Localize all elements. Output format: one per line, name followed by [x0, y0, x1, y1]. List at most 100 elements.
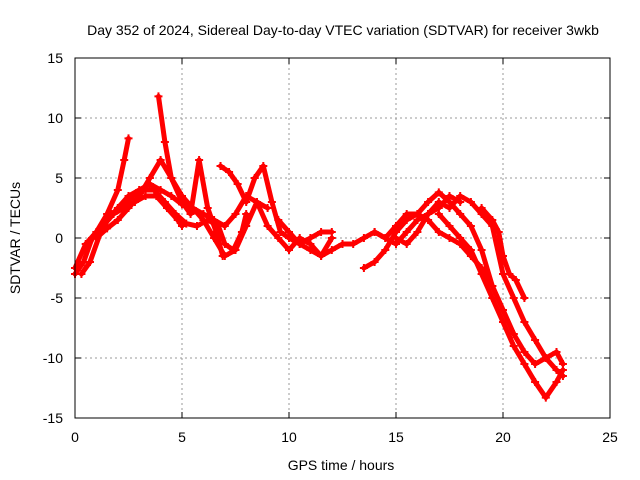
data-point	[267, 198, 276, 206]
x-axis-label: GPS time / hours	[288, 457, 395, 473]
data-point	[381, 246, 390, 254]
data-point	[203, 204, 212, 212]
data-point	[242, 222, 251, 230]
data-point	[424, 210, 433, 218]
data-point	[552, 378, 561, 386]
data-point	[120, 156, 129, 164]
data-point	[349, 240, 358, 248]
data-point	[505, 270, 514, 278]
data-point	[552, 348, 561, 356]
ticks: 0 5 10 15 20 25 -15 -10 -5 0 5 10 15	[43, 50, 618, 445]
data-point	[359, 264, 368, 272]
data-point	[167, 174, 176, 182]
data-point	[182, 219, 191, 228]
y-axis-label: SDTVAR / TECUs	[7, 182, 23, 294]
data-point	[103, 224, 112, 233]
data-point	[263, 222, 272, 230]
data-point	[77, 270, 86, 278]
data-point	[445, 204, 454, 212]
data-point	[338, 240, 347, 248]
data-point	[477, 204, 486, 212]
data-point	[231, 210, 240, 218]
data-point	[124, 204, 133, 212]
series-line	[83, 181, 271, 253]
data-point	[124, 134, 133, 143]
data-point	[413, 228, 422, 236]
y-tick-label: -5	[51, 290, 64, 306]
data-point	[259, 162, 268, 170]
data-point	[509, 294, 518, 302]
data-point	[327, 228, 336, 236]
data-point	[186, 210, 195, 218]
data-point	[216, 162, 225, 170]
data-point	[263, 204, 272, 212]
data-point	[156, 156, 165, 164]
series-sat-m	[434, 210, 567, 402]
y-tick-label: -15	[43, 410, 63, 426]
data-point	[445, 234, 454, 242]
data-point	[154, 92, 163, 101]
series-sat-n	[477, 204, 529, 302]
data-point	[509, 342, 518, 350]
data-point	[456, 210, 465, 218]
data-point	[285, 228, 293, 236]
data-point	[92, 234, 101, 242]
data-point	[195, 156, 204, 164]
data-point	[274, 234, 283, 242]
data-point	[276, 228, 285, 236]
x-tick-label: 25	[602, 429, 618, 445]
data-point	[488, 294, 497, 302]
data-point	[220, 222, 229, 230]
data-point	[188, 204, 197, 212]
data-point	[434, 228, 443, 236]
data-point	[199, 216, 208, 224]
data-point	[317, 252, 326, 260]
data-point	[274, 216, 283, 224]
data-point	[477, 246, 486, 254]
data-point	[456, 192, 465, 200]
data-point	[220, 252, 229, 260]
x-tick-label: 15	[388, 429, 404, 445]
data-point	[445, 222, 454, 230]
data-point	[160, 138, 169, 146]
data-point	[413, 210, 422, 218]
data-point	[178, 198, 186, 206]
data-point	[520, 348, 529, 356]
data-point	[520, 318, 529, 326]
data-point	[306, 234, 315, 242]
data-point	[85, 258, 94, 266]
data-point	[250, 174, 259, 182]
data-point	[231, 246, 240, 254]
data-point	[477, 270, 486, 278]
data-point	[466, 246, 475, 254]
data-point	[145, 174, 154, 182]
data-point	[424, 198, 433, 206]
data-point	[81, 246, 90, 254]
data-point	[317, 228, 326, 236]
data-point	[171, 210, 180, 218]
data-point	[327, 246, 336, 254]
x-tick-label: 5	[178, 429, 186, 445]
data-point	[103, 216, 112, 224]
data-point	[392, 234, 400, 242]
data-point	[434, 188, 443, 197]
data-point	[212, 228, 221, 236]
y-tick-label: 5	[55, 170, 63, 186]
data-point	[531, 336, 540, 344]
data-point	[113, 186, 122, 194]
data-point	[220, 240, 229, 248]
y-tick-label: 0	[55, 230, 63, 246]
data-point	[295, 240, 304, 248]
data-point	[531, 378, 540, 386]
data-point	[113, 216, 122, 224]
data-point	[192, 222, 201, 230]
data-point	[167, 192, 176, 200]
y-tick-label: 10	[47, 110, 63, 126]
data-point	[499, 318, 507, 326]
x-tick-label: 10	[281, 429, 297, 445]
chart-title: Day 352 of 2024, Sidereal Day-to-day VTE…	[87, 22, 599, 38]
data-point	[113, 204, 122, 212]
series-layer	[71, 92, 567, 402]
